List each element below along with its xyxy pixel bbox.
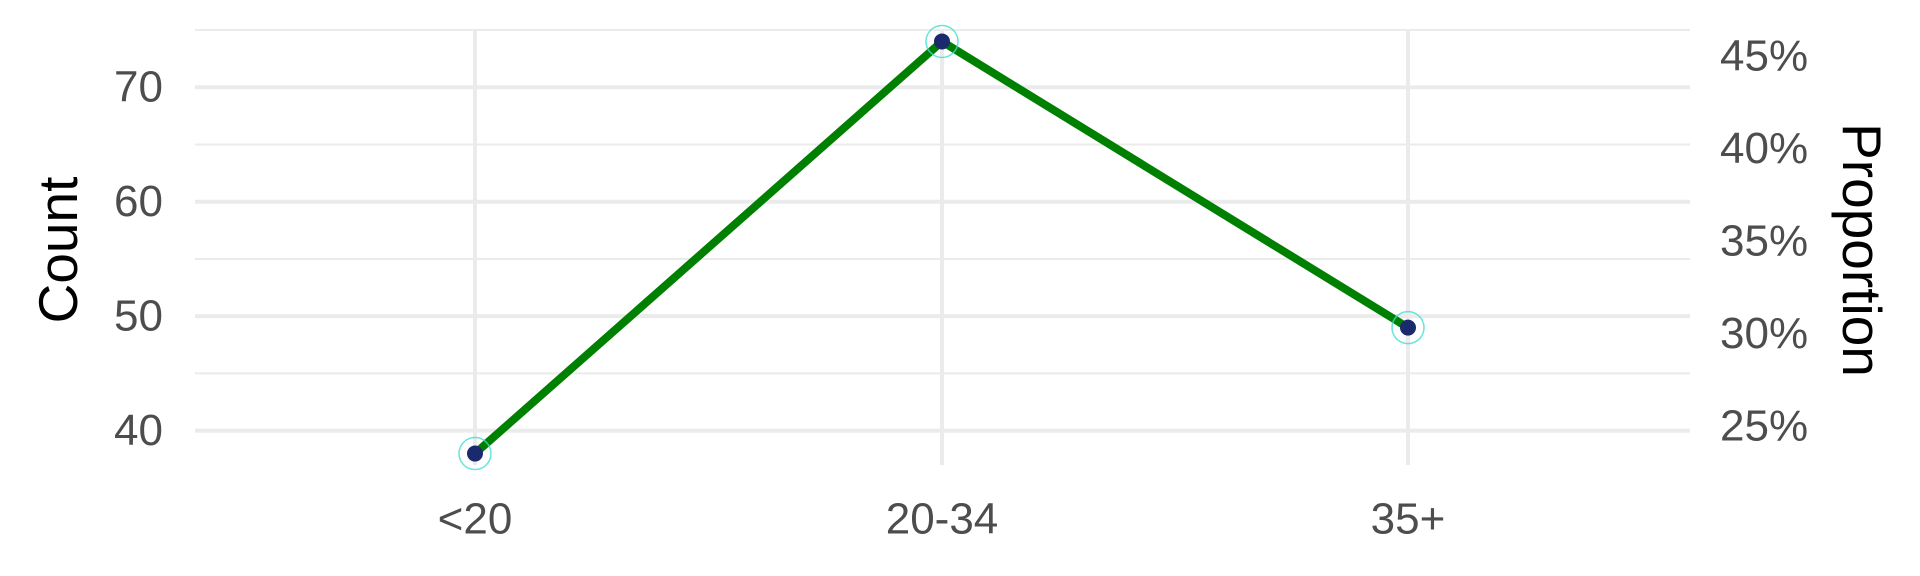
y-tick-label: 60 [114, 177, 163, 226]
data-point [467, 445, 483, 462]
y-tick-label: 50 [114, 292, 163, 341]
y2-tick-label: 45% [1720, 32, 1808, 81]
x-tick-label: 35+ [1371, 495, 1446, 544]
data-point-halo [1391, 310, 1425, 345]
x-tick-label: 20-34 [886, 495, 999, 544]
y-tick-label: 40 [114, 406, 163, 455]
x-tick-label: <20 [438, 495, 513, 544]
data-point [1400, 319, 1416, 336]
grid-layer [195, 29, 1690, 465]
data-point [934, 33, 950, 50]
axis-layer: 40 50 60 70 <20 20-34 35+ 25% 30% 35% 40% 45% [114, 32, 1808, 544]
y-tick-label: 70 [114, 63, 163, 112]
series-layer [458, 24, 1425, 471]
y2-tick-label: 30% [1720, 309, 1808, 358]
data-point-halo [925, 24, 959, 59]
y2-tick-label: 40% [1720, 124, 1808, 173]
y2-tick-label: 25% [1720, 401, 1808, 450]
y2-tick-label: 35% [1720, 216, 1808, 265]
secondary-y-axis-title: Proportion [1831, 123, 1893, 377]
data-point-halo [458, 436, 492, 471]
y-axis-title: Count [27, 177, 89, 324]
